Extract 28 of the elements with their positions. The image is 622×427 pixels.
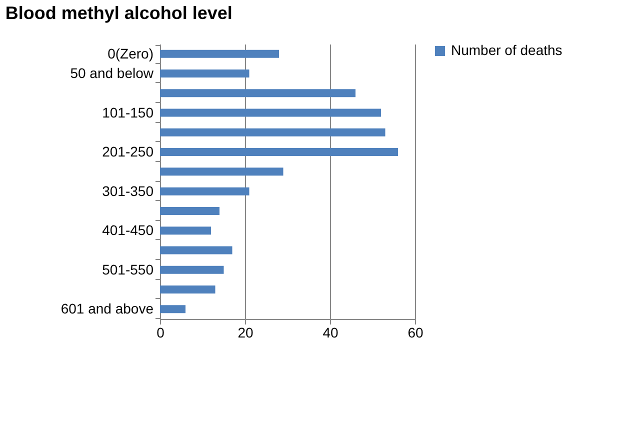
- bar: [160, 187, 250, 196]
- bar: [160, 50, 279, 58]
- bar: [160, 69, 250, 78]
- bar: [160, 206, 220, 215]
- chart-title: Blood methyl alcohol level: [5, 3, 232, 23]
- bar: [160, 89, 356, 98]
- y-tick-label: 401-450: [102, 222, 154, 238]
- y-tick-label: 301-350: [102, 182, 154, 199]
- bar: [160, 168, 284, 176]
- x-tick-label: 0: [156, 324, 165, 340]
- bar: [160, 148, 398, 156]
- bar: [160, 226, 211, 235]
- y-tick-label: 501-550: [102, 261, 154, 278]
- y-tick-label: 201-250: [102, 144, 154, 160]
- bar: [160, 266, 224, 274]
- y-tick-label: 0(Zero): [108, 45, 154, 62]
- bar: [160, 128, 386, 136]
- bar: [160, 305, 186, 314]
- bar: [160, 108, 381, 117]
- x-tick-label: 60: [408, 324, 424, 340]
- bar: [160, 246, 232, 254]
- y-tick-label: 50 and below: [70, 64, 154, 81]
- y-tick-label: 601 and above: [60, 300, 154, 317]
- x-tick-label: 20: [238, 324, 254, 340]
- y-tick-label: 101-150: [102, 104, 154, 120]
- x-tick-label: 40: [322, 324, 338, 340]
- legend-label: Number of deaths: [451, 42, 562, 58]
- bar: [160, 286, 216, 294]
